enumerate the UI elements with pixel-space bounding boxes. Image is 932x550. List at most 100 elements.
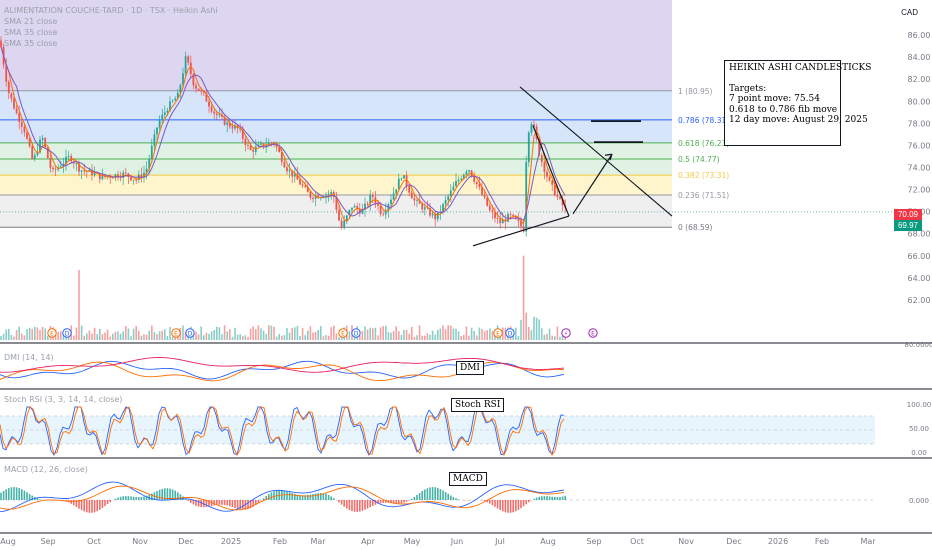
volume-bar xyxy=(75,327,78,340)
candle-body xyxy=(249,145,252,150)
volume-bar xyxy=(148,330,150,340)
volume-bar xyxy=(278,334,280,340)
macd-legend[interactable]: MACD (12, 26, close) xyxy=(4,465,88,474)
candle-body xyxy=(501,219,504,224)
macd-hist-bar xyxy=(546,496,548,500)
macd-hist-bar xyxy=(86,500,88,513)
volume-bar xyxy=(525,312,527,340)
volume-bar xyxy=(387,332,390,340)
macd-hist-bar xyxy=(145,495,148,500)
volume-bar xyxy=(60,331,62,340)
candle-body xyxy=(254,146,257,152)
macd-hist-bar xyxy=(171,489,174,500)
macd-hist-bar xyxy=(236,500,239,509)
candle-body xyxy=(416,199,418,201)
macd-hist-bar xyxy=(36,498,39,500)
macd-hist-bar xyxy=(182,496,184,500)
volume-bar xyxy=(13,336,15,340)
macd-hist-bar xyxy=(80,500,83,511)
volume-bar xyxy=(182,325,184,340)
macd-hist-bar xyxy=(18,488,20,500)
macd-hist-bar xyxy=(320,493,322,500)
candle-body xyxy=(174,98,177,101)
candle-body xyxy=(46,147,49,159)
candle-body xyxy=(278,147,281,153)
macd-hist-bar xyxy=(533,498,535,500)
macd-hist-bar xyxy=(491,500,494,506)
macd-hist-bar xyxy=(39,499,41,500)
dmi-legend[interactable]: DMI (14, 14) xyxy=(4,353,54,362)
volume-bars: E D E D E D E D ⚡ E xyxy=(0,255,598,340)
volume-bar xyxy=(93,327,96,340)
fib-label: 1 (80.95) xyxy=(678,87,713,96)
volume-bar xyxy=(99,328,101,340)
candle-body xyxy=(468,170,470,172)
volume-bar xyxy=(117,331,119,340)
volume-bar xyxy=(161,330,163,340)
candle-body xyxy=(304,185,307,188)
volume-bar xyxy=(408,333,410,340)
candle-body xyxy=(460,178,463,180)
macd-hist-bar xyxy=(312,493,314,500)
candle-body xyxy=(488,205,491,211)
macd-hist-bar xyxy=(26,492,28,500)
ma-legend-2[interactable]: SMA 35 close xyxy=(4,28,58,37)
event-marker-label: ⚡ xyxy=(564,331,568,338)
volume-bar xyxy=(457,331,460,340)
stoch-tag[interactable]: Stoch RSI xyxy=(451,398,505,412)
macd-hist-bar xyxy=(83,500,85,512)
volume-bar xyxy=(231,336,234,340)
candle-body xyxy=(291,170,294,177)
volume-bar xyxy=(400,334,403,340)
candle-body xyxy=(145,168,148,173)
macd-hist-bar xyxy=(390,500,392,504)
volume-bar xyxy=(18,326,20,340)
dmi-tag[interactable]: DMI xyxy=(456,361,484,375)
x-tick-label: Jul xyxy=(494,537,505,546)
macd-hist-bar xyxy=(2,490,5,500)
candle-body xyxy=(23,126,26,133)
annotation-box[interactable]: HEIKIN ASHI CANDLESTICKS Targets: 7 poin… xyxy=(724,60,871,146)
volume-bar xyxy=(528,327,530,340)
macd-hist-bar xyxy=(559,496,561,500)
volume-bar xyxy=(0,335,2,340)
macd-hist-bar xyxy=(496,500,499,509)
candle-body xyxy=(65,156,67,164)
macd-hist-bar xyxy=(356,500,358,512)
ma-legend-1[interactable]: SMA 21 close xyxy=(4,17,58,26)
candle-body xyxy=(150,145,153,159)
candle-body xyxy=(540,155,543,163)
volume-bar xyxy=(67,336,70,340)
volume-bar xyxy=(546,333,548,340)
macd-hist-bar xyxy=(392,500,395,504)
stoch-legend[interactable]: Stoch RSI (3, 3, 14, 14, close) xyxy=(4,395,123,404)
y-tick-label: 86.00 xyxy=(908,31,931,40)
ma-line-fast xyxy=(0,46,566,226)
candle-body xyxy=(7,81,10,94)
macd-hist-bar xyxy=(444,492,447,500)
macd-tag[interactable]: MACD xyxy=(449,472,487,486)
volume-bar xyxy=(288,332,291,340)
candle-body xyxy=(44,138,47,148)
volume-bar xyxy=(218,327,221,340)
symbol-legend[interactable]: ALIMENTATION COUCHE-TARD · 1D · TSX · He… xyxy=(4,6,218,15)
macd-hist-bar xyxy=(403,500,405,503)
candle-body xyxy=(494,212,496,219)
candle-body xyxy=(265,145,268,147)
ma-legend-3[interactable]: SMA 35 close xyxy=(4,39,58,48)
volume-bar xyxy=(275,336,278,340)
candle-body xyxy=(13,98,15,109)
candle-body xyxy=(26,132,28,139)
candle-body xyxy=(559,196,561,199)
volume-bar xyxy=(216,326,218,340)
macd-hist-bar xyxy=(307,494,309,500)
candle-body xyxy=(400,178,403,180)
macd-hist-bar xyxy=(132,496,135,500)
candle-body xyxy=(241,129,244,139)
macd-hist-bar xyxy=(541,496,543,500)
candle-body xyxy=(270,142,273,144)
macd-hist-bar xyxy=(429,487,431,500)
macd-hist-bar xyxy=(450,495,452,500)
macd-hist-bar xyxy=(62,500,65,501)
volume-bar xyxy=(166,335,169,340)
